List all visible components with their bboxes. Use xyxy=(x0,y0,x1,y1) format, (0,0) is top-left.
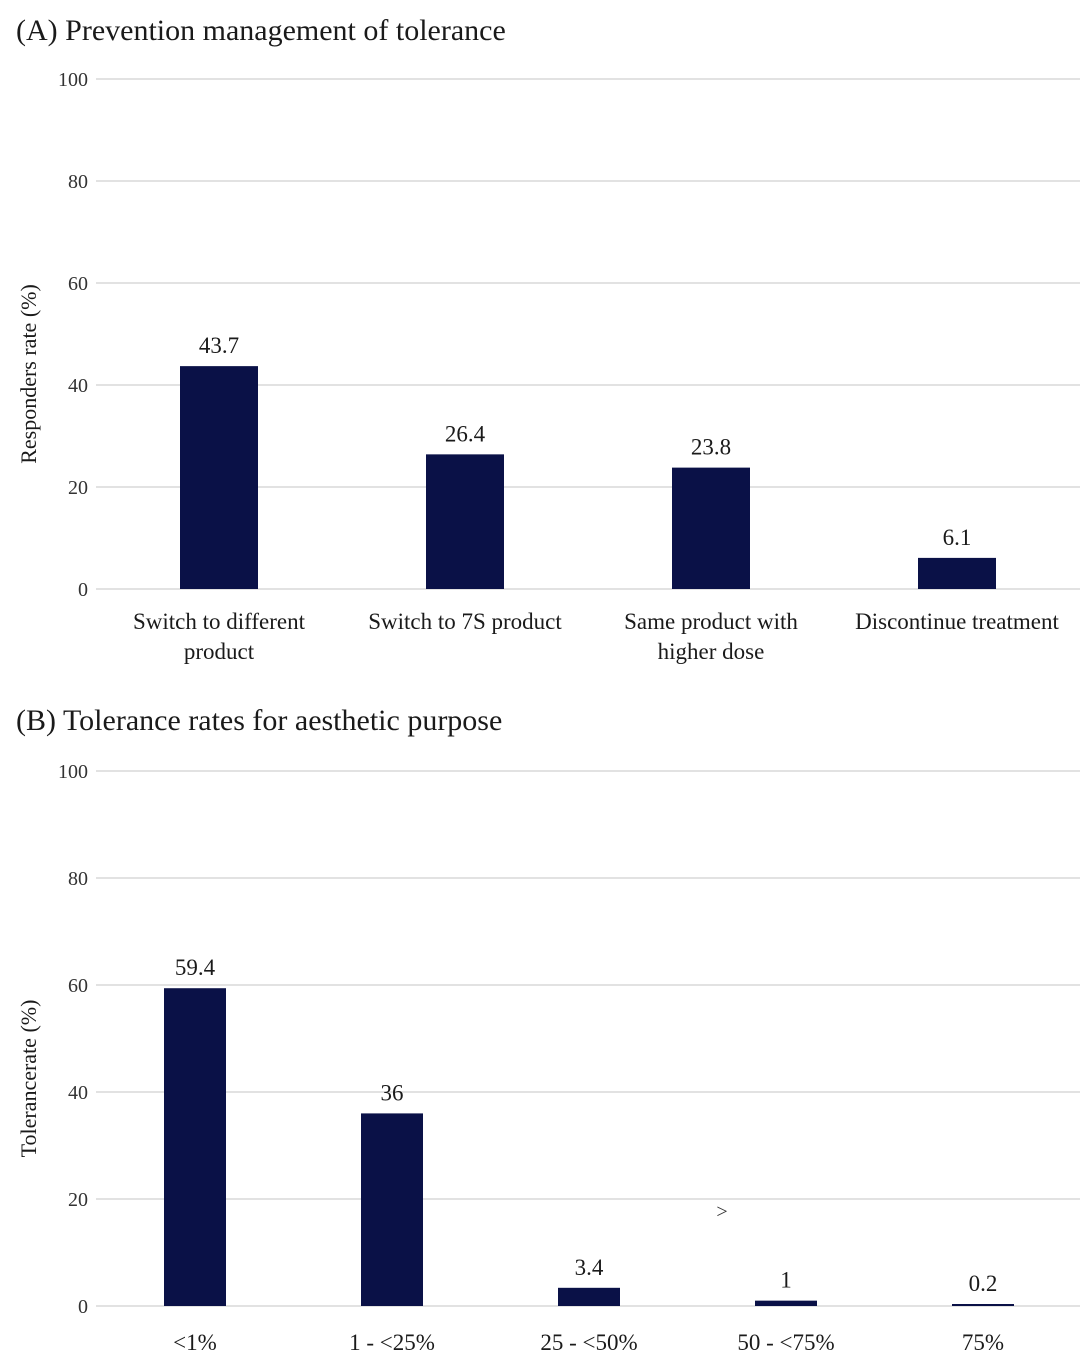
category-label: Switch to 7S product xyxy=(368,609,562,634)
y-tick-label: 100 xyxy=(58,69,88,91)
category-label: Same product with xyxy=(624,609,798,634)
data-label: 43.7 xyxy=(199,333,239,358)
category-label: product xyxy=(184,639,255,664)
category-label: Switch to different xyxy=(133,609,306,634)
y-tick-label: 20 xyxy=(68,1189,88,1211)
data-label: 3.4 xyxy=(575,1255,604,1280)
data-label: 1 xyxy=(780,1268,792,1293)
y-tick-label: 20 xyxy=(68,477,88,499)
y-tick-label: 40 xyxy=(68,375,88,397)
bar xyxy=(180,366,258,589)
chart-a-prevention-management: (A) Prevention management of tolerance 0 2… xyxy=(16,14,1080,664)
category-label: 1 - <25% xyxy=(349,1330,435,1355)
category-label: higher dose xyxy=(658,639,765,664)
y-axis-label: Responders rate (%) xyxy=(16,284,41,464)
y-tick-label: 0 xyxy=(78,579,88,601)
data-label: 26.4 xyxy=(445,421,486,446)
category-label: 50 - <75% xyxy=(737,1330,834,1355)
y-tick-label: 60 xyxy=(68,273,88,295)
bar xyxy=(918,557,996,589)
annotation-mark: > xyxy=(716,1201,727,1223)
category-label: Discontinue treatment xyxy=(855,609,1059,634)
bar xyxy=(361,1113,423,1306)
bar xyxy=(755,1300,817,1306)
data-label: 6.1 xyxy=(943,525,972,550)
y-tick-label: 80 xyxy=(68,171,88,193)
y-tick-label: 40 xyxy=(68,1082,88,1104)
bar xyxy=(558,1287,620,1306)
y-tick-label: 100 xyxy=(58,761,88,783)
data-label: 36 xyxy=(381,1080,404,1105)
y-tick-label: 80 xyxy=(68,868,88,890)
chart-title: (B) Tolerance rates for aesthetic purpos… xyxy=(16,704,502,737)
category-label: <1% xyxy=(173,1330,217,1355)
chart-b-tolerance-rates: (B) Tolerance rates for aesthetic purpos… xyxy=(16,704,1080,1355)
bar xyxy=(426,454,504,589)
data-label: 0.2 xyxy=(969,1271,998,1296)
bar xyxy=(952,1304,1014,1306)
y-tick-label: 0 xyxy=(78,1296,88,1318)
bar xyxy=(164,988,226,1306)
bar xyxy=(672,467,750,589)
data-label: 23.8 xyxy=(691,435,731,460)
category-label: 75% xyxy=(962,1330,1004,1355)
y-axis-label: Tolerancerate (%) xyxy=(16,1000,41,1158)
category-label: 25 - <50% xyxy=(540,1330,637,1355)
chart-title: (A) Prevention management of tolerance xyxy=(16,14,506,47)
y-tick-label: 60 xyxy=(68,975,88,997)
data-label: 59.4 xyxy=(175,955,216,980)
